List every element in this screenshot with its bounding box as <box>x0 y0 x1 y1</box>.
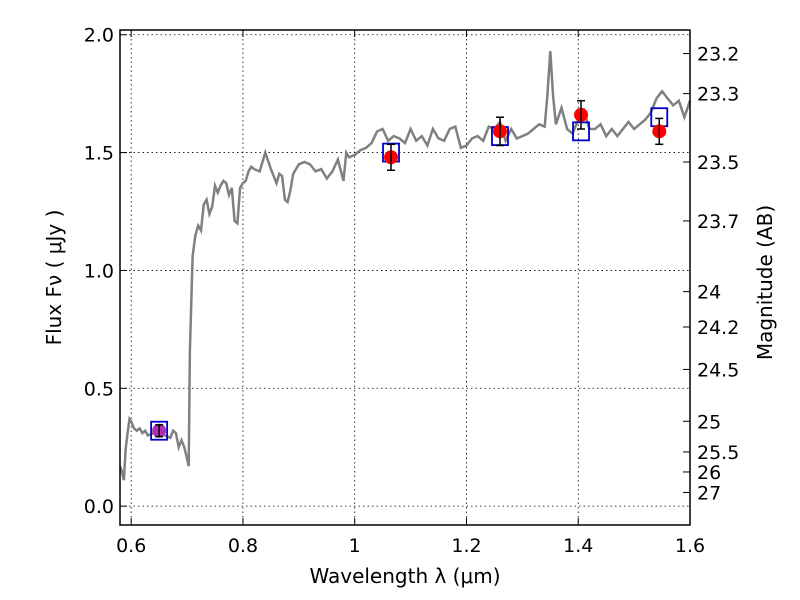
x-tick-label: 0.6 <box>116 535 146 557</box>
mag-tick-label: 24 <box>697 282 721 304</box>
mag-tick-label: 24.2 <box>697 317 739 339</box>
mag-tick-label: 25 <box>697 411 721 433</box>
y-tick-label: 0.0 <box>84 496 114 518</box>
grid-lines <box>120 30 691 525</box>
x-tick-label: 0.8 <box>228 535 258 557</box>
mag-tick-label: 23.2 <box>697 44 739 66</box>
mag-tick-label: 23.3 <box>697 84 739 106</box>
x-tick-label: 1 <box>349 535 361 557</box>
model-band-boxes <box>150 107 669 441</box>
x-tick-label: 1.2 <box>451 535 481 557</box>
model-band-box <box>150 420 169 441</box>
mag-tick-label: 27 <box>697 482 721 504</box>
y-axis-label: Flux Fν ( μJy ) <box>42 210 66 346</box>
y-tick-label: 2.0 <box>84 25 114 47</box>
x-tick-label: 1.4 <box>563 535 593 557</box>
mag-tick-label: 24.5 <box>697 359 739 381</box>
x-axis-label: Wavelength λ (μm) <box>309 564 500 588</box>
y-tick-label: 1.0 <box>84 260 114 282</box>
mag-tick-label: 23.7 <box>697 211 739 233</box>
mag-tick-label: 26 <box>697 462 721 484</box>
photometry-points <box>152 99 667 438</box>
spectrum-series-line <box>118 51 692 481</box>
plot-frame <box>119 29 691 526</box>
y2-axis-label: Magnitude (AB) <box>753 205 777 360</box>
axis-ticks: 0.6 0.8 1 1.2 1.4 1.6 0.0 0.5 1.0 1.5 2.0 23.2 23.3 2… <box>84 25 740 557</box>
y-tick-label: 1.5 <box>84 143 114 165</box>
mag-tick-label: 23.5 <box>697 152 739 174</box>
mag-tick-label: 25.5 <box>697 442 739 464</box>
x-tick-label: 1.6 <box>675 535 705 557</box>
y-tick-label: 0.5 <box>84 378 114 400</box>
